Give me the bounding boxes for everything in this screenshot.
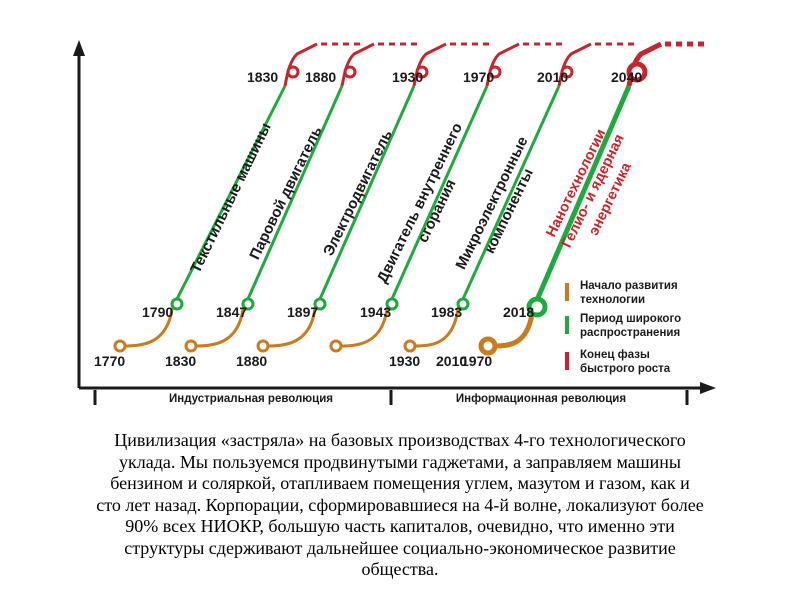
caption-line: 90% всех НИОКР, большую часть капиталов,…: [125, 516, 675, 536]
end-node: [343, 65, 357, 79]
spread-year-label: 1983: [431, 304, 462, 320]
end-curve: [340, 42, 375, 87]
start-node: [184, 339, 198, 353]
end-year-label: 1830: [247, 69, 278, 85]
start-year-label: 1770: [94, 353, 125, 369]
caption-line: бензином и соляркой, отапливаем помещени…: [110, 473, 690, 493]
spread-year-label: 1847: [216, 304, 247, 320]
end-node: [286, 65, 300, 79]
end-node: [488, 65, 502, 79]
start-curve: [492, 311, 535, 349]
start-year-label: 1970: [461, 353, 492, 369]
end-year-label: 1930: [392, 69, 423, 85]
start-year-label: 2010: [436, 353, 467, 369]
era-industrial: Индустриальная революция: [169, 393, 333, 405]
caption-line: уклада. Мы пользуемся продвинутыми гадже…: [119, 451, 681, 472]
start-node: [403, 339, 417, 353]
legend-label: Конец фазы: [580, 349, 650, 361]
legend-label: Период широкого: [580, 313, 681, 325]
start-node: [113, 339, 127, 353]
start-node: [329, 339, 343, 353]
end-year-label: 2040: [611, 69, 642, 85]
end-node: [626, 61, 648, 83]
spread-node: [456, 297, 470, 311]
legend: Начало развития технологии Период широкого…: [565, 280, 681, 375]
y-axis-arrow: [73, 40, 85, 56]
spread-node: [241, 297, 255, 311]
spread-year-label: 1897: [287, 304, 318, 320]
spread-node: [170, 297, 184, 311]
technology-label: Электродвигатель: [320, 127, 396, 258]
legend-label: распространения: [580, 327, 680, 339]
start-curve: [339, 307, 389, 348]
caption-text: Цивилизация «застряла» на базовых произв…: [20, 430, 780, 581]
start-curve: [123, 307, 174, 348]
x-axis-arrow: [700, 382, 716, 394]
legend-label: технологии: [580, 294, 645, 306]
spread-year-label: 2018: [503, 304, 534, 320]
start-year-label: 1930: [389, 353, 420, 369]
start-year-label: 1880: [236, 353, 267, 369]
spread-node: [385, 297, 399, 311]
spread-line: [390, 85, 489, 300]
spread-year-label: 1943: [360, 304, 391, 320]
era-information: Информационная революция: [456, 393, 626, 405]
caption-line: общества.: [361, 559, 439, 579]
start-node: [256, 339, 270, 353]
spread-node: [526, 296, 548, 318]
spread-node: [313, 297, 327, 311]
end-node: [415, 65, 429, 79]
legend-label: Начало развития: [580, 280, 678, 292]
start-curve: [194, 307, 245, 348]
caption-line: структуры сдерживают дальнейшее социальн…: [124, 537, 676, 558]
legend-label: быстрого роста: [580, 363, 671, 375]
start-node: [478, 336, 498, 356]
spread-line: [318, 85, 416, 300]
end-node: [560, 65, 574, 79]
end-year-label: 1880: [305, 69, 336, 85]
spread-year-label: 1790: [142, 304, 173, 320]
caption-line: сто лет назад. Корпорации, сформировавши…: [96, 494, 704, 515]
spread-line: [246, 85, 344, 300]
caption-line: Цивилизация «застряла» на базовых произв…: [114, 430, 686, 450]
start-year-label: 1830: [165, 353, 196, 369]
spread-line: [461, 85, 561, 300]
end-year-label: 2010: [537, 69, 568, 85]
spread-line: [534, 85, 632, 301]
end-year-label: 1970: [463, 69, 494, 85]
spread-line: [175, 85, 287, 300]
start-curve: [413, 307, 460, 348]
start-curve: [266, 307, 317, 348]
